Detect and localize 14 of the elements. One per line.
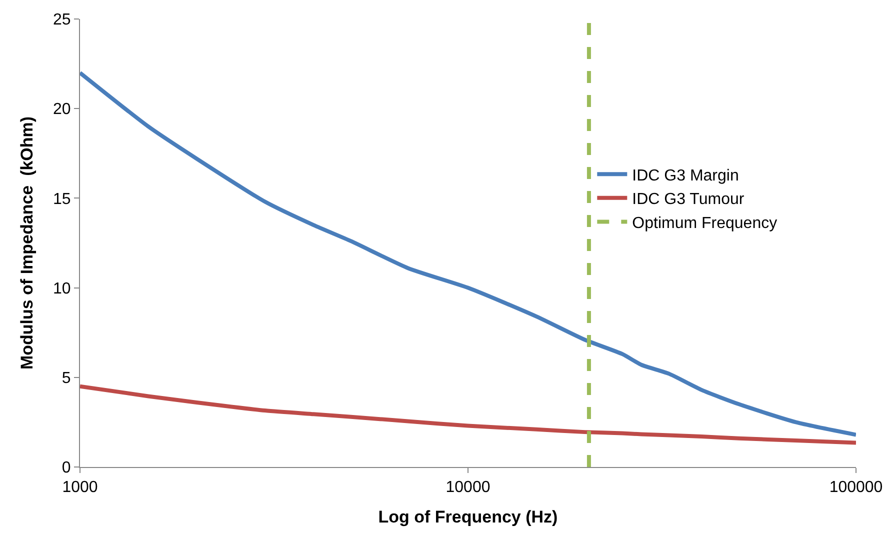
y-tick-label: 20 <box>53 101 71 118</box>
y-tick-label: 0 <box>62 460 71 477</box>
y-axis-title: Modulus of Impedance (kOhm) <box>18 116 37 370</box>
legend-label: IDC G3 Tumour <box>632 191 745 208</box>
legend-label: IDC G3 Margin <box>632 167 739 184</box>
y-tick-label: 10 <box>53 280 71 298</box>
y-tick-label: 25 <box>53 12 71 29</box>
x-tick-label: 10000 <box>446 479 490 496</box>
ref-line-label: Optimum Frequency <box>632 214 778 232</box>
x-tick-label: 1000 <box>62 479 98 496</box>
y-tick-label: 15 <box>53 190 71 208</box>
x-tick-label: 100000 <box>829 479 883 496</box>
y-tick-label: 5 <box>62 370 71 387</box>
x-axis-title: Log of Frequency (Hz) <box>378 508 558 527</box>
